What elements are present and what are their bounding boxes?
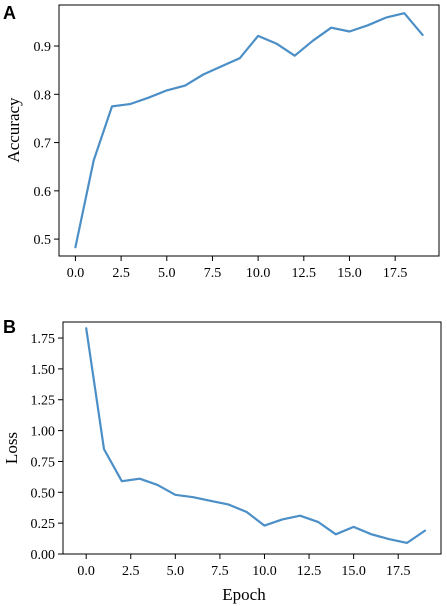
panel-b-x-tick-label: 15.0	[341, 564, 366, 579]
panel-a-x-tick-label: 12.5	[292, 266, 317, 281]
panel-a-y-axis-label: Accuracy	[4, 97, 23, 163]
panel-b-letter: B	[3, 317, 16, 337]
panel-b-plot-frame	[62, 321, 442, 555]
panel-b-x-tick-label: 2.5	[122, 564, 140, 579]
panel-b-y-tick-label: 1.50	[31, 363, 56, 378]
panel-b-x-ticks: 0.0 2.5 5.0 7.5 10.0 12.5 15.0 17.5	[77, 554, 410, 579]
panel-b-x-tick-label: 5.0	[167, 564, 185, 579]
panel-a-accuracy-chart: A 0.5 0.6 0.7 0.8 0.9 0.0 2.5 5.0 7.5 10.0 12.5 15…	[3, 3, 440, 281]
panel-b-x-tick-label: 7.5	[211, 564, 229, 579]
panel-b-x-axis-label: Epoch	[222, 585, 266, 604]
panel-a-x-ticks: 0.0 2.5 5.0 7.5 10.0 12.5 15.0 17.5	[67, 256, 408, 281]
panel-b-x-tick-label: 12.5	[297, 564, 322, 579]
panel-a-y-ticks: 0.5 0.6 0.7 0.8 0.9	[34, 40, 59, 248]
panel-a-y-tick-label: 0.5	[34, 233, 52, 248]
panel-a-plot-frame	[58, 4, 440, 257]
panel-b-y-ticks: 0.00 0.25 0.50 0.75 1.00 1.25 1.50 1.75	[31, 332, 63, 563]
panel-b-y-tick-label: 0.00	[31, 548, 56, 563]
panel-a-y-tick-label: 0.9	[34, 40, 52, 55]
panel-a-y-tick-label: 0.6	[34, 185, 52, 200]
panel-b-x-tick-label: 17.5	[386, 564, 411, 579]
panel-a-y-tick-label: 0.7	[34, 137, 52, 152]
panel-b-y-tick-label: 0.75	[31, 455, 56, 470]
panel-b-y-tick-label: 0.50	[31, 486, 56, 501]
panel-b-y-axis-label: Loss	[2, 432, 21, 464]
panel-a-letter: A	[3, 3, 16, 23]
panel-a-x-tick-label: 15.0	[337, 266, 362, 281]
panel-a-y-tick-label: 0.8	[34, 88, 52, 103]
panel-b-y-tick-label: 0.25	[31, 517, 56, 532]
panel-a-x-tick-label: 5.0	[158, 266, 176, 281]
panel-b-y-tick-label: 1.25	[31, 394, 56, 409]
panel-a-x-tick-label: 2.5	[112, 266, 130, 281]
loss-line	[85, 327, 427, 545]
panel-a-x-tick-label: 7.5	[204, 266, 222, 281]
panel-b-y-tick-label: 1.00	[31, 425, 56, 440]
panel-a-x-tick-label: 17.5	[383, 266, 408, 281]
panel-a-x-tick-label: 0.0	[67, 266, 85, 281]
panel-b-x-tick-label: 10.0	[252, 564, 277, 579]
panel-b-x-tick-label: 0.0	[77, 564, 95, 579]
panel-b-y-tick-label: 1.75	[31, 332, 56, 347]
panel-b-loss-chart: B 0.00 0.25 0.50 0.75 1.00 1.25 1.50 1.75 0.0 2.…	[2, 317, 442, 604]
accuracy-line	[74, 12, 424, 249]
panel-a-x-tick-label: 10.0	[246, 266, 271, 281]
